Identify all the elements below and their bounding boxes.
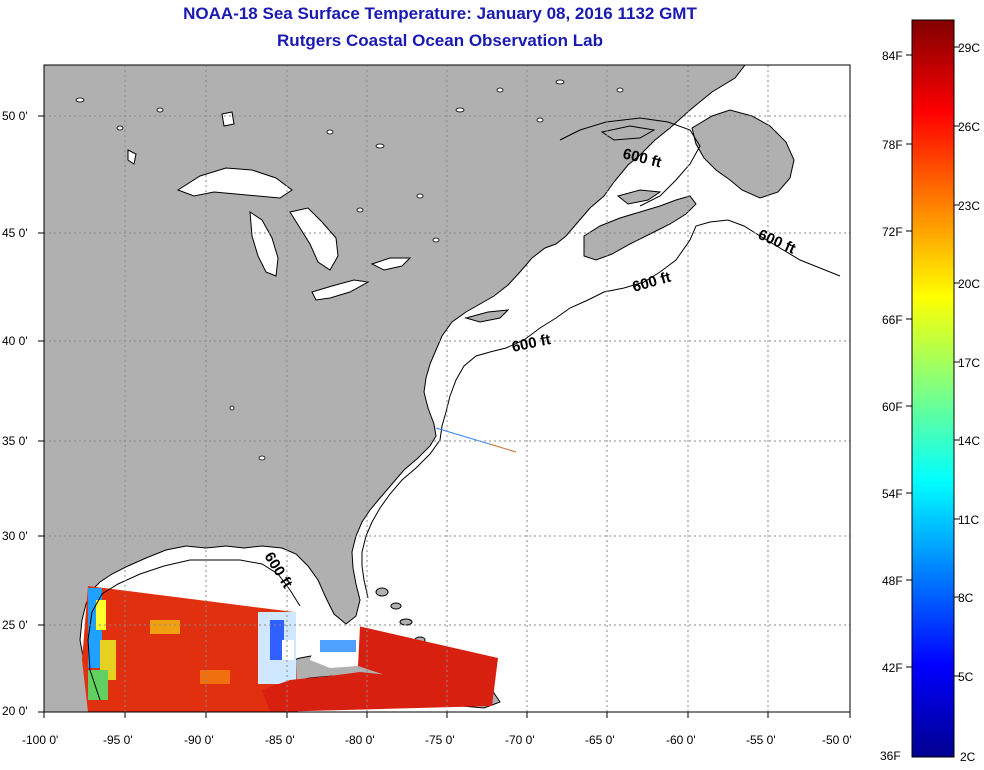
colorbar-label-c: 5C (958, 670, 974, 684)
lon-label: -85 0' (265, 733, 295, 747)
lon-label: -65 0' (585, 733, 615, 747)
graticule (44, 65, 850, 712)
colorbar-label-f: 36F (880, 749, 901, 763)
isobath-600ft (361, 219, 841, 599)
lon-label: -100 0' (22, 733, 59, 747)
lon-label: -55 0' (746, 733, 776, 747)
lon-label: -70 0' (505, 733, 535, 747)
land-north-america (44, 65, 746, 712)
lon-label: -60 0' (666, 733, 696, 747)
lat-label: 25 0' (2, 618, 28, 632)
colorbar-ticks (906, 46, 960, 677)
map-title: NOAA-18 Sea Surface Temperature: January… (183, 4, 697, 23)
lon-label: -95 0' (103, 733, 133, 747)
lon-label: -75 0' (425, 733, 455, 747)
lat-label: 20 0' (2, 704, 28, 718)
lake-erie (311, 279, 370, 301)
sst-straits-cool (320, 640, 356, 652)
lake-ontario (370, 257, 412, 271)
colorbar-label-f: 54F (882, 487, 903, 501)
lat-label: 50 0' (2, 109, 28, 123)
colorbar-label-f: 60F (882, 400, 903, 414)
isobath-600ft-gulf (87, 559, 301, 701)
land-pei (616, 189, 662, 205)
lat-label: 45 0' (2, 226, 28, 240)
satellite-track-end (489, 443, 517, 453)
lat-label: 35 0' (2, 434, 28, 448)
lon-label: -80 0' (345, 733, 375, 747)
inland-lakes (75, 79, 624, 461)
colorbar-label-c: 14C (958, 434, 981, 448)
colorbar-label-f: 78F (882, 138, 903, 152)
colorbar-label-f: 48F (882, 574, 903, 588)
colorbar-label-f: 42F (882, 661, 903, 675)
colorbar-label-c: 23C (958, 199, 981, 213)
map-subtitle: Rutgers Coastal Ocean Observation Lab (277, 31, 603, 50)
colorbar-label-f: 84F (882, 49, 903, 63)
sst-swath-gulf (82, 586, 298, 712)
sst-swath-caribbean (262, 626, 498, 712)
colorbar-label-f: 72F (882, 225, 903, 239)
land-nova-scotia (583, 195, 697, 261)
colorbar-label-c: 26C (958, 120, 981, 134)
colorbar-label-c: 8C (958, 591, 974, 605)
lake-winnipeg (127, 149, 137, 165)
lat-label: 40 0' (2, 334, 28, 348)
colorbar-label-c: 20C (958, 277, 981, 291)
lon-label: -50 0' (822, 733, 852, 747)
colorbar (911, 19, 955, 758)
map-content (44, 65, 841, 712)
lon-label: -90 0' (184, 733, 214, 747)
lake-huron (289, 207, 339, 271)
lake-michigan (249, 211, 279, 277)
land-anticosti (600, 125, 656, 141)
lat-label: 30 0' (2, 529, 28, 543)
colorbar-label-f: 66F (882, 313, 903, 327)
land-long-island (464, 309, 510, 323)
colorbar-label-c: 11C (958, 513, 980, 527)
axis-ticks (38, 115, 851, 718)
lake-nipigon (221, 111, 235, 127)
isobath-600ft-stlawrence (559, 117, 701, 207)
colorbar-label-c: 2C (960, 750, 976, 764)
colorbar-label-c: 17C (958, 356, 981, 370)
colorbar-label-c: 29C (958, 41, 981, 55)
